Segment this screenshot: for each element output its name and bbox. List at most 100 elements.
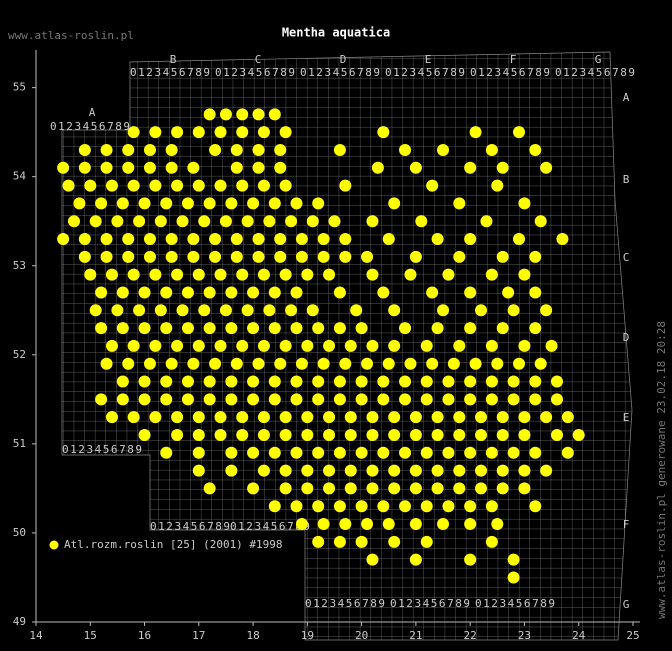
- x-tick-label: 21: [409, 629, 422, 642]
- x-tick-label: 18: [246, 629, 259, 642]
- occurrence-point: [290, 197, 303, 210]
- occurrence-point: [203, 197, 216, 210]
- occurrence-point: [366, 215, 379, 228]
- occurrence-point: [192, 464, 205, 477]
- occurrence-point: [274, 250, 287, 263]
- occurrence-point: [73, 197, 86, 210]
- occurrence-point: [518, 268, 531, 281]
- occurrence-point: [496, 428, 509, 441]
- occurrence-point: [540, 161, 553, 174]
- occurrence-point: [529, 375, 542, 388]
- occurrence-point: [95, 393, 108, 406]
- occurrence-point: [355, 393, 368, 406]
- occurrence-point: [192, 339, 205, 352]
- occurrence-point: [203, 393, 216, 406]
- occurrence-point: [426, 286, 439, 299]
- occurrence-point: [323, 482, 336, 495]
- occurrence-point: [122, 233, 135, 246]
- occurrence-point: [572, 428, 585, 441]
- occurrence-point: [431, 428, 444, 441]
- occurrence-point: [339, 233, 352, 246]
- occurrence-point: [328, 215, 341, 228]
- occurrence-point: [529, 322, 542, 335]
- occurrence-point: [143, 357, 156, 370]
- occurrence-point: [241, 304, 254, 317]
- occurrence-point: [165, 250, 178, 263]
- occurrence-point: [312, 393, 325, 406]
- grid-letter: E: [425, 53, 432, 66]
- grid-letter: D: [623, 331, 630, 344]
- occurrence-point: [333, 322, 346, 335]
- occurrence-point: [290, 500, 303, 513]
- occurrence-point: [279, 126, 292, 139]
- x-tick-label: 22: [464, 629, 477, 642]
- occurrence-point: [355, 535, 368, 548]
- occurrence-point: [274, 143, 287, 156]
- occurrence-point: [252, 233, 265, 246]
- occurrence-point: [149, 268, 162, 281]
- occurrence-point: [344, 464, 357, 477]
- occurrence-point: [312, 446, 325, 459]
- occurrence-point: [306, 304, 319, 317]
- occurrence-point: [485, 268, 498, 281]
- occurrence-point: [203, 108, 216, 121]
- occurrence-point: [176, 304, 189, 317]
- occurrence-point: [491, 357, 504, 370]
- occurrence-point: [355, 322, 368, 335]
- occurrence-point: [333, 393, 346, 406]
- occurrence-point: [350, 304, 363, 317]
- grid-digits: 0123456789: [385, 66, 465, 79]
- occurrence-point: [301, 339, 314, 352]
- occurrence-point: [361, 357, 374, 370]
- occurrence-point: [230, 357, 243, 370]
- occurrence-point: [339, 357, 352, 370]
- occurrence-point: [247, 482, 260, 495]
- occurrence-point: [420, 535, 433, 548]
- occurrence-point: [198, 304, 211, 317]
- occurrence-point: [290, 375, 303, 388]
- occurrence-point: [317, 357, 330, 370]
- y-tick-label: 55: [13, 81, 26, 94]
- occurrence-point: [475, 428, 488, 441]
- occurrence-point: [236, 126, 249, 139]
- occurrence-point: [209, 143, 222, 156]
- occurrence-point: [116, 393, 129, 406]
- grid-digits: 0123456789: [390, 597, 470, 610]
- occurrence-point: [165, 357, 178, 370]
- occurrence-point: [203, 286, 216, 299]
- grid-letter: C: [623, 251, 630, 264]
- occurrence-point: [84, 179, 97, 192]
- occurrence-point: [464, 286, 477, 299]
- occurrence-point: [111, 304, 124, 317]
- occurrence-point: [214, 428, 227, 441]
- occurrence-point: [247, 393, 260, 406]
- occurrence-point: [518, 197, 531, 210]
- occurrence-point: [95, 286, 108, 299]
- occurrence-point: [399, 446, 412, 459]
- occurrence-point: [377, 126, 390, 139]
- occurrence-point: [236, 179, 249, 192]
- occurrence-point: [230, 143, 243, 156]
- occurrence-point: [225, 286, 238, 299]
- occurrence-point: [214, 339, 227, 352]
- x-tick-label: 14: [29, 629, 43, 642]
- occurrence-point: [317, 233, 330, 246]
- occurrence-point: [268, 393, 281, 406]
- grid-letter: E: [623, 411, 630, 424]
- occurrence-point: [295, 233, 308, 246]
- occurrence-point: [469, 357, 482, 370]
- occurrence-point: [409, 482, 422, 495]
- occurrence-point: [252, 357, 265, 370]
- occurrence-point: [133, 215, 146, 228]
- occurrence-point: [388, 197, 401, 210]
- occurrence-point: [453, 250, 466, 263]
- occurrence-point: [491, 518, 504, 531]
- occurrence-point: [518, 464, 531, 477]
- occurrence-point: [268, 197, 281, 210]
- occurrence-point: [437, 518, 450, 531]
- occurrence-point: [388, 428, 401, 441]
- occurrence-point: [187, 357, 200, 370]
- occurrence-point: [545, 339, 558, 352]
- occurrence-point: [165, 233, 178, 246]
- occurrence-point: [377, 446, 390, 459]
